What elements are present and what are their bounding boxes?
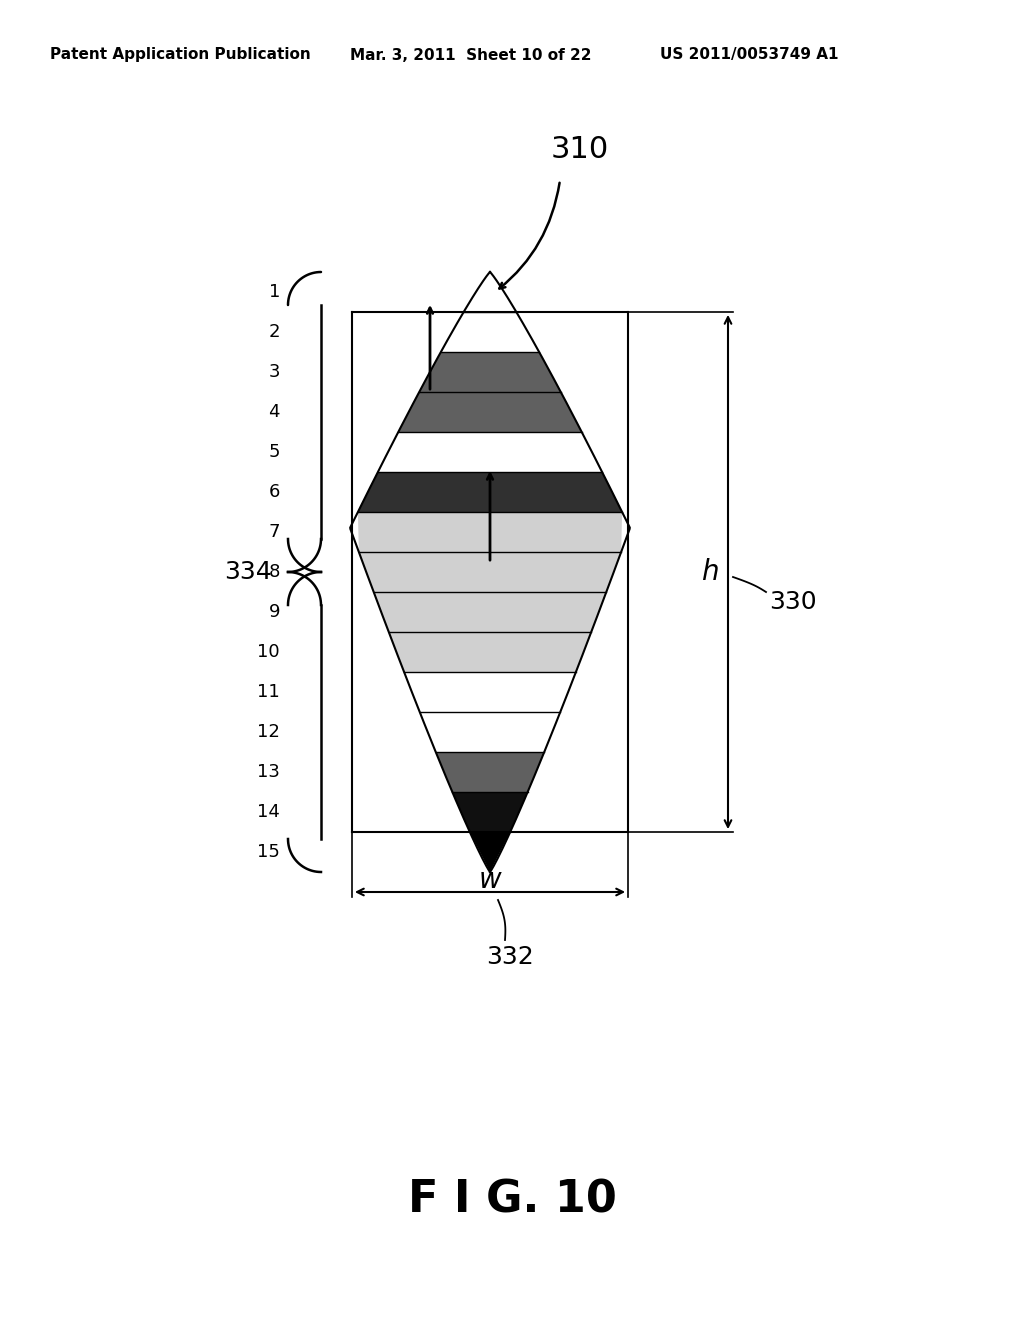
Polygon shape (419, 352, 561, 392)
Text: 14: 14 (257, 803, 280, 821)
Text: Patent Application Publication: Patent Application Publication (50, 48, 310, 62)
Text: 332: 332 (486, 945, 534, 969)
Text: 15: 15 (257, 843, 280, 861)
Polygon shape (358, 512, 623, 552)
Polygon shape (436, 752, 545, 792)
Polygon shape (404, 672, 575, 711)
Polygon shape (374, 591, 606, 632)
Polygon shape (389, 632, 591, 672)
Polygon shape (358, 552, 622, 591)
Text: 334: 334 (224, 560, 272, 583)
Text: US 2011/0053749 A1: US 2011/0053749 A1 (660, 48, 839, 62)
Text: 12: 12 (257, 723, 280, 741)
Polygon shape (419, 352, 561, 392)
Text: 9: 9 (268, 603, 280, 620)
Text: 13: 13 (257, 763, 280, 781)
Polygon shape (453, 792, 527, 832)
Text: h: h (701, 558, 719, 586)
Text: 3: 3 (268, 363, 280, 381)
Text: 5: 5 (268, 444, 280, 461)
Text: 310: 310 (551, 136, 609, 165)
Polygon shape (358, 473, 623, 512)
Text: 8: 8 (268, 564, 280, 581)
Text: 7: 7 (268, 523, 280, 541)
Polygon shape (358, 512, 623, 552)
Polygon shape (378, 432, 602, 473)
Text: 2: 2 (268, 323, 280, 341)
Text: 4: 4 (268, 403, 280, 421)
Polygon shape (398, 392, 582, 432)
Polygon shape (398, 392, 582, 432)
Polygon shape (358, 552, 622, 591)
Text: 1: 1 (268, 282, 280, 301)
Text: 6: 6 (268, 483, 280, 502)
Polygon shape (374, 591, 606, 632)
Text: Mar. 3, 2011  Sheet 10 of 22: Mar. 3, 2011 Sheet 10 of 22 (350, 48, 592, 62)
Polygon shape (441, 312, 540, 352)
Text: 10: 10 (257, 643, 280, 661)
Polygon shape (470, 832, 510, 873)
Text: F I G. 10: F I G. 10 (408, 1179, 616, 1221)
Polygon shape (464, 272, 516, 312)
Text: w: w (478, 866, 502, 894)
Polygon shape (436, 752, 545, 792)
Text: 330: 330 (769, 590, 817, 614)
Text: 11: 11 (257, 682, 280, 701)
Polygon shape (389, 632, 591, 672)
Polygon shape (420, 711, 560, 752)
